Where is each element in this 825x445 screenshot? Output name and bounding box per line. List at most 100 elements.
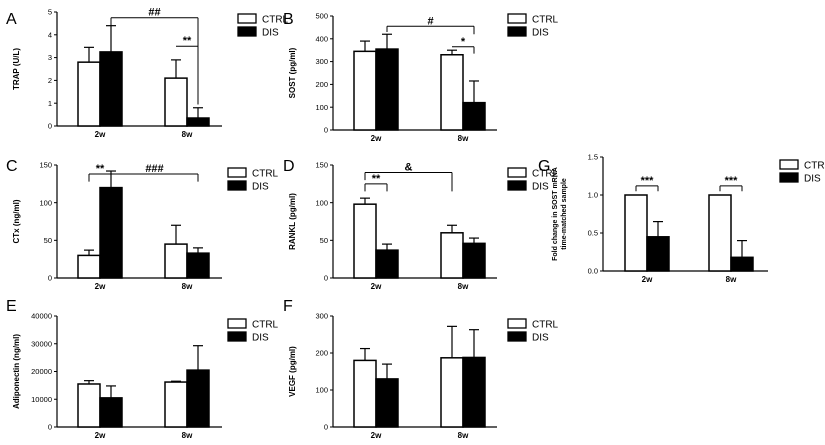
bar-ctrl-8w xyxy=(164,243,188,279)
y-tick-label: 2 xyxy=(48,76,52,85)
bar-ctrl-8w xyxy=(440,232,464,279)
significance-label: ** xyxy=(96,163,105,175)
y-tick-label: 0 xyxy=(324,126,328,135)
bar-dis-2w xyxy=(375,48,399,131)
y-tick-label: 10000 xyxy=(31,395,52,404)
bar-dis-8w xyxy=(186,252,210,279)
y-tick-label: 100 xyxy=(315,386,328,395)
legend-label-dis: DIS xyxy=(262,28,279,39)
bar-ctrl-8w xyxy=(440,54,464,131)
x-tick-label: 8w xyxy=(182,431,193,440)
bar-dis-8w xyxy=(462,242,486,279)
panel-d: D 0 50 100 150 RANKL (pg/ml) 2w 8w ** & CTRL DIS xyxy=(283,158,559,291)
significance-label: ** xyxy=(183,35,192,47)
legend-swatch-ctrl xyxy=(227,167,247,178)
x-tick-label: 8w xyxy=(182,282,193,291)
legend-label-ctrl: CTRL xyxy=(804,161,825,172)
y-tick-label: 150 xyxy=(315,161,328,170)
bar-dis-8w xyxy=(462,356,486,428)
bar-dis-2w xyxy=(99,51,123,127)
significance-label: ### xyxy=(145,163,163,175)
legend-swatch-dis xyxy=(227,180,247,191)
legend-label-ctrl: CTRL xyxy=(252,320,279,331)
y-axis-label: Fold change in SOST mRNA xyxy=(552,167,559,261)
significance-label: & xyxy=(405,162,413,174)
bar-ctrl-8w xyxy=(164,77,188,127)
panel-letter: D xyxy=(283,158,295,175)
bar-dis-2w xyxy=(375,378,399,428)
panel-letter: B xyxy=(283,11,294,28)
panel-letter: E xyxy=(6,298,17,315)
x-tick-label: 8w xyxy=(182,130,193,139)
bar-dis-8w xyxy=(730,256,754,272)
y-tick-label: 0 xyxy=(48,274,52,283)
y-axis-label: TRAP (U/L) xyxy=(12,48,21,90)
legend-label-ctrl: CTRL xyxy=(532,169,559,180)
legend-label-dis: DIS xyxy=(532,182,549,193)
significance-label: *** xyxy=(641,175,655,187)
y-tick-label: 1.5 xyxy=(588,153,598,162)
y-tick-label: 0.0 xyxy=(588,267,598,276)
panel-letter: G xyxy=(538,158,550,175)
legend-label-dis: DIS xyxy=(532,333,549,344)
legend-swatch-ctrl xyxy=(779,159,799,170)
x-tick-label: 8w xyxy=(458,282,469,291)
legend-swatch-ctrl xyxy=(507,167,527,178)
x-tick-label: 2w xyxy=(95,431,106,440)
panel-f: F 0 100 200 300 VEGF (pg/ml) 2w 8w CTRL DIS xyxy=(283,298,559,440)
bar-dis-8w xyxy=(186,369,210,428)
legend-label-ctrl: CTRL xyxy=(252,169,279,180)
bar-dis-8w xyxy=(462,101,486,131)
legend-label-dis: DIS xyxy=(252,333,269,344)
y-tick-label: 1.0 xyxy=(588,191,598,200)
x-tick-label: 2w xyxy=(371,282,382,291)
x-tick-label: 2w xyxy=(371,431,382,440)
x-tick-label: 2w xyxy=(642,275,653,284)
y-tick-label: 5 xyxy=(48,8,52,17)
legend-swatch-dis xyxy=(227,331,247,342)
legend-label-ctrl: CTRL xyxy=(532,320,559,331)
bar-ctrl-2w xyxy=(624,194,648,272)
y-tick-label: 1 xyxy=(48,99,52,108)
panel-letter: A xyxy=(6,11,17,28)
bar-ctrl-2w xyxy=(77,254,101,279)
bar-dis-2w xyxy=(646,236,670,272)
bar-dis-2w xyxy=(99,397,123,428)
panel-g: G 0.0 0.5 1.0 1.5 Fold change in SOST mRNA tim… xyxy=(538,153,825,284)
y-tick-label: 100 xyxy=(39,198,52,207)
y-tick-label: 400 xyxy=(315,34,328,43)
x-tick-label: 2w xyxy=(95,130,106,139)
legend-label-dis: DIS xyxy=(532,28,549,39)
x-tick-label: 2w xyxy=(95,282,106,291)
legend-swatch-dis xyxy=(507,180,527,191)
y-tick-label: 0 xyxy=(324,274,328,283)
y-axis-label: VEGF (pg/ml) xyxy=(288,346,297,397)
y-axis-label: Adiponectin (ng/ml) xyxy=(12,334,21,409)
significance-label: * xyxy=(461,36,466,48)
bar-dis-2w xyxy=(99,186,123,279)
y-tick-label: 0 xyxy=(48,122,52,131)
bar-dis-8w xyxy=(186,117,210,127)
y-tick-label: 30000 xyxy=(31,339,52,348)
bar-ctrl-2w xyxy=(353,50,377,131)
y-tick-label: 40000 xyxy=(31,312,52,321)
bar-ctrl-2w xyxy=(353,203,377,279)
bar-dis-2w xyxy=(375,249,399,279)
x-tick-label: 8w xyxy=(726,275,737,284)
legend-label-ctrl: CTRL xyxy=(262,15,289,26)
y-axis-label: SOST (pg/ml) xyxy=(288,47,297,98)
y-tick-label: 200 xyxy=(315,349,328,358)
legend-swatch-ctrl xyxy=(237,13,257,24)
x-tick-label: 8w xyxy=(458,431,469,440)
y-axis-label-line2: time-matched sample xyxy=(561,178,568,250)
y-tick-label: 50 xyxy=(44,236,52,245)
panel-c: C 0 50 100 150 CTx (ng/ml) 2w 8w ** ### CTRL DIS xyxy=(6,158,279,291)
x-tick-label: 8w xyxy=(458,134,469,143)
y-tick-label: 500 xyxy=(315,12,328,21)
y-tick-label: 0 xyxy=(48,423,52,432)
bar-ctrl-8w xyxy=(440,357,464,428)
panel-letter: C xyxy=(6,158,18,175)
y-tick-label: 50 xyxy=(320,236,328,245)
legend-swatch-dis xyxy=(507,331,527,342)
